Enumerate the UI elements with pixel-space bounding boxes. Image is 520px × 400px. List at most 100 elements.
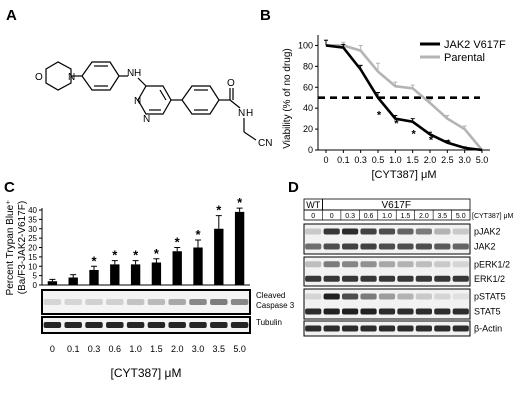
blot-band: [452, 261, 469, 268]
blot-band: [305, 308, 322, 315]
significance-star: *: [175, 235, 181, 250]
conc-label: [CYT387] μM: [472, 213, 514, 220]
blot-band: [360, 293, 377, 300]
x-tick-label: 5.0: [476, 155, 489, 165]
blot-band: [341, 228, 359, 235]
blot-band: [43, 299, 62, 305]
blot-band: [434, 243, 451, 250]
y-tick-label: 80: [303, 61, 313, 71]
atom-h-amide: H: [246, 108, 253, 119]
bar: [172, 251, 182, 285]
x-tick-label: 0.3: [88, 344, 101, 354]
x-tick-label: 0.6: [109, 344, 122, 354]
blot-band: [452, 228, 469, 235]
blot-band: [378, 293, 396, 300]
x-tick-label: 0: [50, 344, 55, 354]
y-tick-label: 35: [28, 215, 37, 224]
y-tick-label: 60: [303, 82, 313, 92]
atom-o-carbonyl: O: [227, 78, 235, 89]
blot-band: [360, 325, 377, 332]
blot-band: [323, 325, 340, 332]
blot-band: [43, 322, 62, 328]
mutant-label: V617F: [381, 200, 410, 211]
blot-band: [397, 228, 414, 235]
lane-label: 1.5: [401, 213, 411, 220]
blot-band: [147, 322, 166, 328]
blot-band: [434, 308, 451, 315]
blot-row-label: pJAK2: [474, 227, 501, 237]
lane-label: 0: [330, 213, 334, 220]
panel-label-c: C: [4, 179, 15, 196]
panel-label-a: A: [6, 7, 17, 24]
x-tick-label: 2.0: [171, 344, 184, 354]
y-tick-label: 25: [28, 234, 37, 243]
blot-band: [210, 322, 228, 328]
blot-band: [64, 299, 82, 305]
blot-row-label: pSTAT5: [474, 292, 506, 302]
blot-band: [147, 299, 166, 305]
y-tick-label: 10: [28, 262, 37, 271]
significance-star: *: [216, 203, 222, 218]
significance-star: *: [446, 138, 451, 150]
x-tick-label: 2.0: [424, 155, 437, 165]
blot-band: [85, 322, 103, 328]
significance-star: *: [195, 227, 201, 242]
blot-band: [397, 243, 414, 250]
blot-band: [305, 243, 322, 250]
x-axis-label: [CYT387] μM: [111, 366, 182, 380]
x-tick-label: 0.3: [354, 155, 367, 165]
lane-header-box: [303, 209, 471, 221]
blot-band: [434, 325, 451, 332]
blot-band: [378, 228, 396, 235]
significance-star: *: [91, 253, 97, 268]
blot-band: [305, 261, 322, 268]
blot-band: [434, 293, 451, 300]
panel-label-d: D: [288, 179, 299, 196]
blot-band: [378, 325, 396, 332]
bar: [89, 270, 99, 285]
blot-frame: [41, 316, 251, 334]
significance-star: *: [133, 248, 139, 263]
blot-band: [360, 261, 377, 268]
blot-band: [415, 275, 433, 282]
blot-band: [452, 308, 469, 315]
blot-label: Tubulin: [256, 318, 282, 327]
blot-band: [126, 322, 145, 328]
morpholine-ring: [45, 61, 72, 91]
blot-band: [397, 308, 414, 315]
atom-n-morpholine: N: [68, 72, 75, 83]
blot-label: Cleaved: [256, 291, 285, 300]
y-tick-label: 40: [303, 103, 313, 113]
series-line-1: [326, 44, 484, 151]
blot-band: [323, 243, 340, 250]
bar: [151, 262, 162, 285]
x-tick-label: 5.0: [233, 344, 246, 354]
atom-n-amine: N: [127, 68, 134, 79]
y-tick-label: 0: [308, 145, 313, 155]
blot-band: [341, 261, 359, 268]
lane-label: 1.0: [382, 213, 392, 220]
blot-band: [378, 261, 396, 268]
blot-band: [360, 228, 377, 235]
y-tick-label: 20: [28, 244, 37, 253]
blot-band: [341, 308, 359, 315]
blot-band: [168, 322, 186, 328]
significance-star: *: [237, 195, 243, 210]
blot-band: [415, 228, 433, 235]
y-axis-label: Viability (% of no drug): [282, 48, 293, 148]
significance-star: *: [412, 128, 417, 140]
atom-h-amine: H: [134, 68, 141, 79]
y-axis-label: Percent Trypan Blue⁺: [5, 200, 16, 296]
blot-band: [415, 243, 433, 250]
atom-o-morpholine: O: [35, 72, 43, 83]
blot-band: [305, 228, 322, 235]
atom-cyano: CN: [258, 138, 272, 149]
blot-band: [452, 325, 469, 332]
lane-label: 3.5: [437, 213, 447, 220]
blot-row-label: STAT5: [474, 307, 501, 317]
y-tick-label: 5: [33, 272, 38, 281]
atom-n-ring-a: N: [134, 96, 141, 107]
viability-line-chart: 0 20 40 60 80 100 0 0.1 0.3 0.5 1.0 1.5 2.0 2.5 3.0 5.0…: [282, 35, 506, 181]
y-tick-label: 30: [28, 225, 37, 234]
